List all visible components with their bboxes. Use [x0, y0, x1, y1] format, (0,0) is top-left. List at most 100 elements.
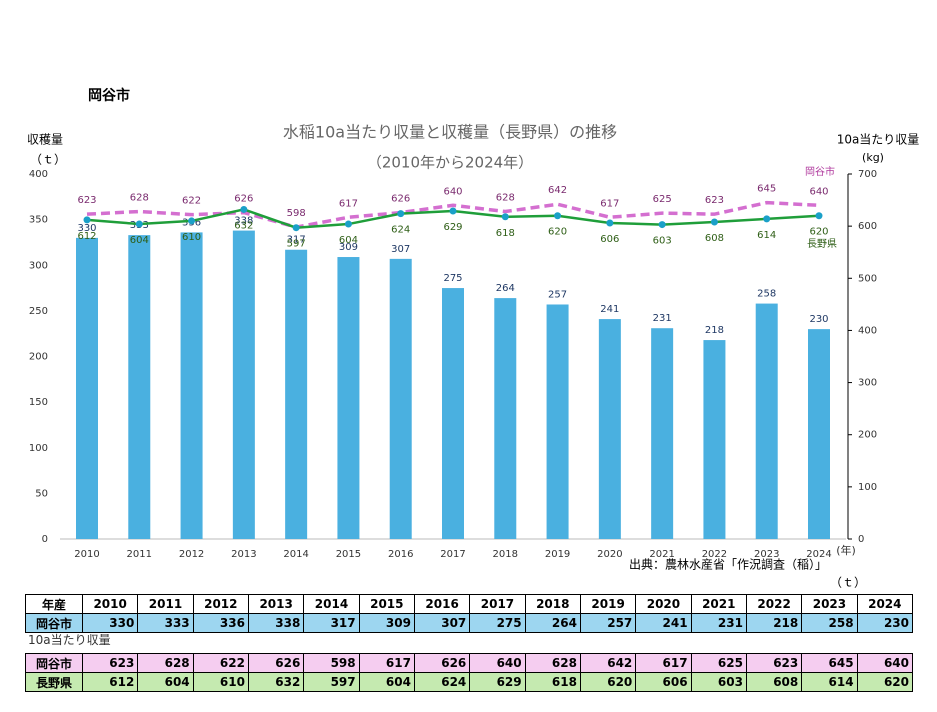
cell: 333 — [137, 613, 194, 633]
cell: 2013 — [247, 594, 305, 614]
line-value-label: 640 — [809, 186, 828, 197]
bar — [494, 298, 517, 539]
bar — [546, 304, 569, 539]
line-value-label: 626 — [234, 194, 253, 205]
cell: 257 — [579, 613, 637, 633]
cell: 620 — [856, 672, 914, 692]
x-tick-label: 2024 — [806, 549, 831, 560]
bar — [808, 329, 830, 539]
bar-value-label: 330 — [77, 223, 96, 234]
bar-value-label: 257 — [548, 289, 567, 300]
bar-value-label: 258 — [757, 289, 776, 300]
line-point — [344, 220, 352, 228]
cell: 604 — [137, 672, 194, 692]
bar — [76, 237, 98, 539]
line-value-label: 640 — [443, 186, 462, 197]
bar — [598, 319, 621, 539]
line-value-label: 623 — [77, 195, 96, 206]
row-label: 長野県 — [25, 672, 83, 692]
y-axis-unit: （ｔ） — [30, 153, 66, 167]
y2-tick-label: 300 — [858, 378, 877, 389]
line-value-label: 603 — [653, 236, 672, 247]
cell: 614 — [801, 672, 858, 692]
y2-tick-label: 0 — [858, 534, 864, 545]
bar — [337, 257, 360, 539]
bar-value-label: 241 — [600, 304, 619, 315]
legend-label: 岡谷市 — [805, 165, 835, 178]
cell: 606 — [635, 672, 692, 692]
cell: 2021 — [690, 594, 747, 614]
cell: 628 — [524, 653, 581, 673]
cell: 2018 — [524, 594, 581, 614]
cell: 2017 — [469, 594, 526, 614]
line-value-label: 614 — [757, 230, 776, 241]
cell: 2016 — [413, 594, 471, 614]
cell: 336 — [192, 613, 249, 633]
cell: 640 — [469, 653, 526, 673]
cell: 2024 — [856, 594, 914, 614]
bar — [180, 232, 203, 539]
line-value-label: 628 — [496, 193, 515, 204]
cell: 632 — [247, 672, 305, 692]
bar-value-label: 230 — [809, 314, 828, 325]
cell: 608 — [745, 672, 803, 692]
cell: 625 — [690, 653, 747, 673]
y2-tick-label: 200 — [858, 430, 877, 441]
cell: 640 — [856, 653, 914, 673]
cell: 338 — [247, 613, 305, 633]
cell: 330 — [81, 613, 139, 633]
line-point — [710, 218, 718, 226]
line-point — [815, 212, 823, 220]
x-tick-label: 2016 — [388, 549, 413, 560]
y-tick-label: 0 — [42, 534, 48, 545]
data-table: 岡谷市 623 628 622 626 598 617 626 640 628 642 617 625 6… — [25, 653, 914, 692]
cell: 597 — [303, 672, 360, 692]
line-point — [449, 207, 457, 215]
cell: 241 — [635, 613, 692, 633]
line-value-label: 604 — [130, 235, 149, 246]
line-value-label: 606 — [600, 234, 619, 245]
line-value-label: 604 — [339, 235, 358, 246]
bar — [232, 230, 255, 539]
cell: 2015 — [358, 594, 415, 614]
y-tick-label: 150 — [29, 397, 48, 408]
y2-tick-label: 500 — [858, 273, 877, 284]
line-point — [292, 224, 300, 232]
y-tick-label: 250 — [29, 306, 48, 317]
chart-title: 水稲10a当たり収量と収穫量（長野県）の推移 — [283, 123, 617, 142]
line-value-label: 598 — [287, 208, 306, 219]
cell: 617 — [358, 653, 415, 673]
cell: 275 — [469, 613, 526, 633]
y2-axis-label: 10a当たり収量 — [837, 133, 920, 147]
cell: 230 — [856, 613, 914, 633]
cell: 2011 — [137, 594, 194, 614]
y2-tick-label: 100 — [858, 482, 877, 493]
bar — [703, 340, 726, 539]
bar-value-label: 264 — [496, 283, 515, 294]
y-axis-label: 収穫量 — [27, 133, 63, 147]
bar-value-label: 218 — [705, 325, 724, 336]
y-tick-label: 350 — [29, 215, 48, 226]
y-tick-label: 400 — [29, 169, 48, 180]
x-tick-label: 2014 — [283, 549, 308, 560]
line-point — [658, 221, 666, 229]
line-value-label: 597 — [287, 239, 306, 250]
x-tick-label: 2021 — [649, 549, 674, 560]
x-tick-label: 2017 — [440, 549, 465, 560]
cell: 2022 — [745, 594, 803, 614]
cell: 610 — [192, 672, 249, 692]
cell: 645 — [801, 653, 858, 673]
bar-value-label: 275 — [443, 273, 462, 284]
cell: 2023 — [801, 594, 858, 614]
x-tick-label: 2015 — [336, 549, 361, 560]
y2-axis-unit: (kg) — [862, 151, 884, 164]
cell: 309 — [358, 613, 415, 633]
cell: 603 — [690, 672, 747, 692]
line-value-label: 620 — [809, 227, 828, 238]
cell: 618 — [524, 672, 581, 692]
table-row: 長野県 612 604 610 632 597 604 624 629 618 620 606 603 6… — [25, 672, 914, 692]
bar — [389, 258, 412, 539]
bar-value-label: 317 — [287, 235, 306, 246]
chart-subtitle: （2010年から2024年） — [367, 154, 533, 172]
